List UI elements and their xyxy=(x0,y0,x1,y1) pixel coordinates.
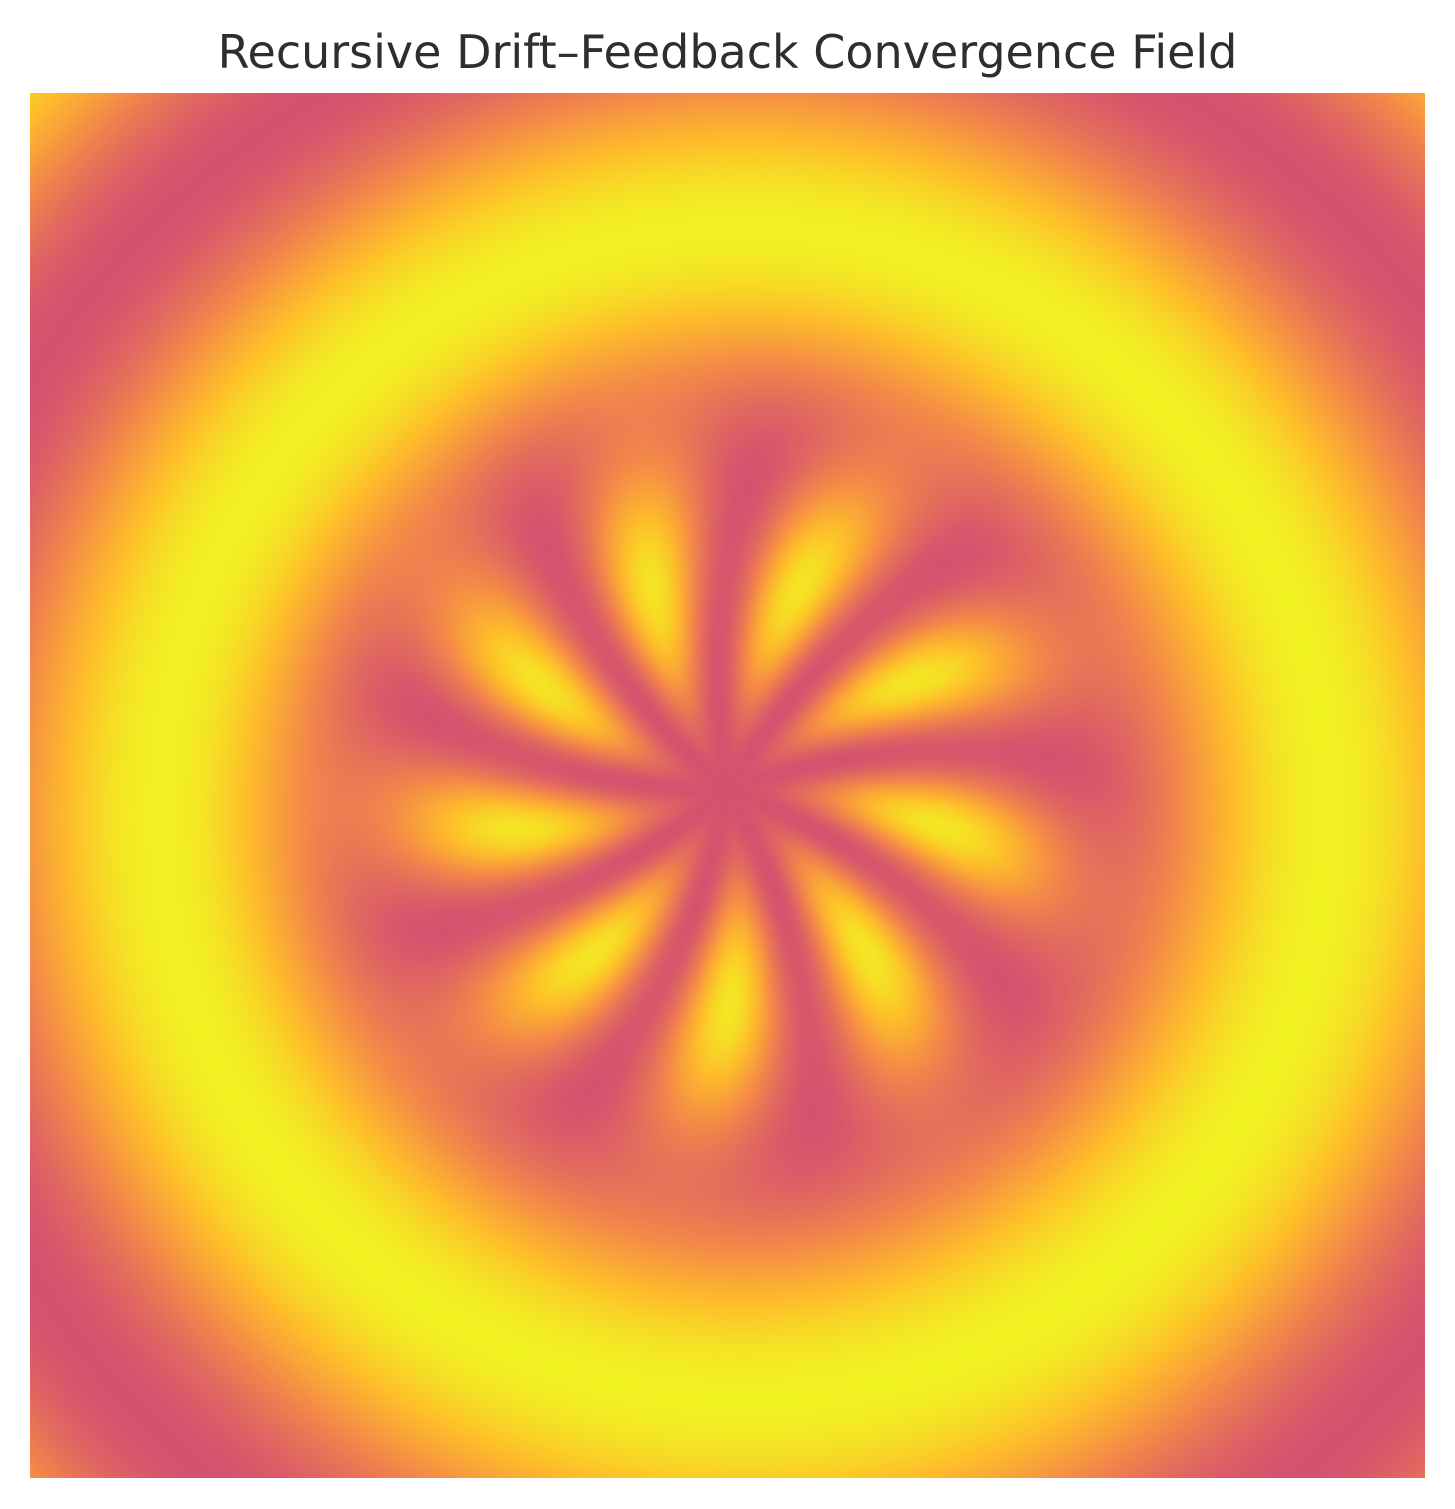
plot-area xyxy=(30,93,1425,1478)
heatmap-field xyxy=(30,93,1425,1478)
chart-title: Recursive Drift–Feedback Convergence Fie… xyxy=(217,25,1238,79)
